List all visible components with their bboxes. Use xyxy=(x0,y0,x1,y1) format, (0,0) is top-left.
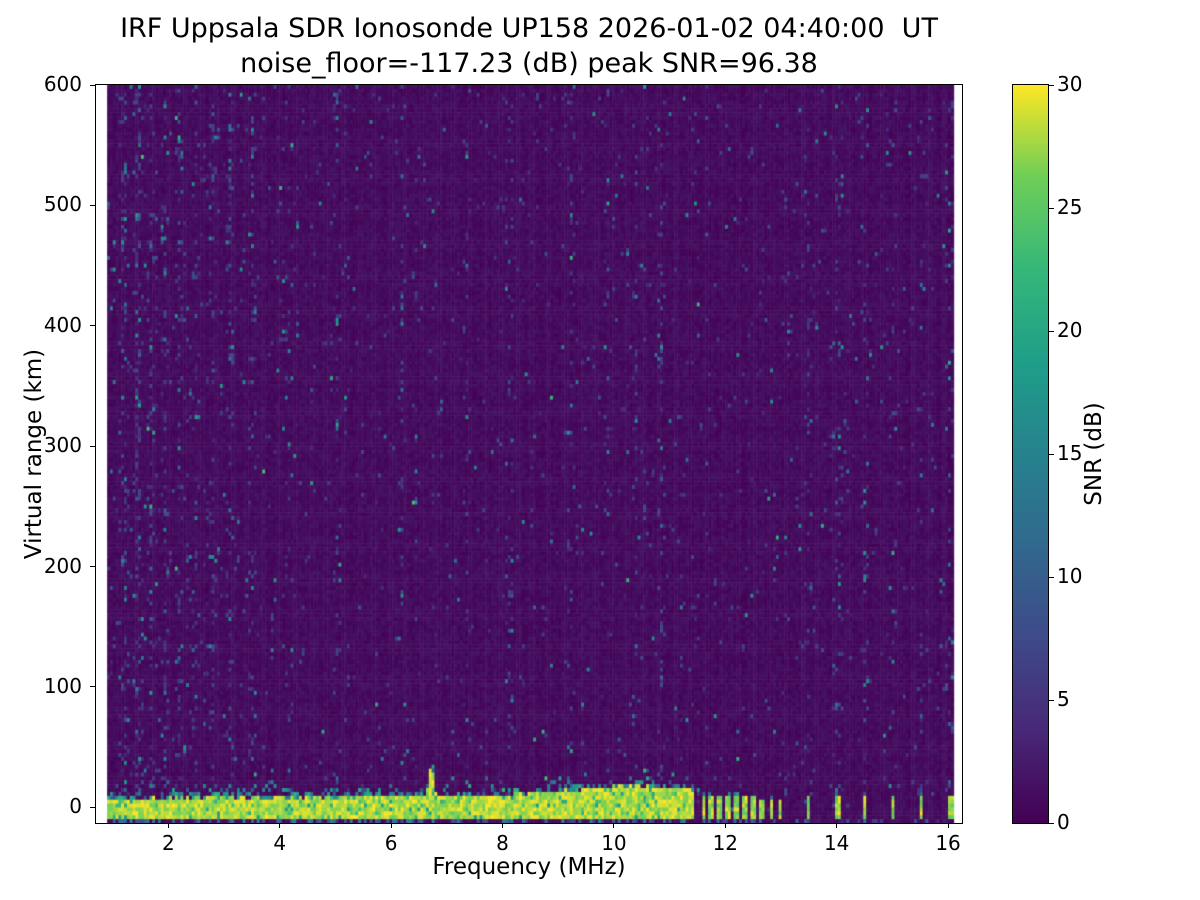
y-tick-label: 500 xyxy=(43,192,82,217)
colorbar-tick-label: 10 xyxy=(1057,564,1083,588)
x-tick-label: 12 xyxy=(712,831,739,855)
colorbar-tick-label: 25 xyxy=(1057,195,1083,219)
x-axis-label: Frequency (MHz) xyxy=(432,854,626,880)
colorbar-tick-label: 0 xyxy=(1057,810,1070,834)
colorbar-tick-mark xyxy=(1049,330,1054,332)
y-tick-label: 0 xyxy=(69,794,82,819)
x-tick-label: 14 xyxy=(823,831,850,855)
x-tick-label: 8 xyxy=(496,831,509,855)
x-tick-label: 4 xyxy=(273,831,287,855)
colorbar xyxy=(1012,84,1049,824)
x-tick-label: 10 xyxy=(601,831,627,855)
heatmap-canvas xyxy=(96,85,962,823)
colorbar-tick-mark xyxy=(1049,699,1054,701)
plot-area xyxy=(95,84,963,824)
y-tick-label: 400 xyxy=(43,312,82,337)
colorbar-tick-label: 30 xyxy=(1057,72,1083,96)
colorbar-tick-mark xyxy=(1049,453,1054,455)
colorbar-tick-label: 20 xyxy=(1057,318,1083,342)
chart-title: IRF Uppsala SDR Ionosonde UP158 2026-01-… xyxy=(120,13,938,44)
colorbar-tick-mark xyxy=(1049,207,1054,209)
colorbar-tick-mark xyxy=(1049,576,1054,578)
chart-subtitle: noise_floor=-117.23 (dB) peak SNR=96.38 xyxy=(240,48,818,79)
y-axis-label: Virtual range (km) xyxy=(21,348,47,560)
colorbar-tick-mark xyxy=(1049,822,1054,824)
colorbar-label: SNR (dB) xyxy=(1081,402,1107,506)
x-tick-label: 16 xyxy=(935,831,961,855)
y-tick-label: 600 xyxy=(43,72,82,96)
x-tick-label: 2 xyxy=(162,831,175,855)
y-tick-label: 100 xyxy=(43,673,82,698)
colorbar-tick-label: 5 xyxy=(1057,687,1070,711)
x-tick-label: 6 xyxy=(384,831,398,855)
colorbar-tick-mark xyxy=(1049,84,1054,86)
colorbar-canvas xyxy=(1013,85,1048,823)
